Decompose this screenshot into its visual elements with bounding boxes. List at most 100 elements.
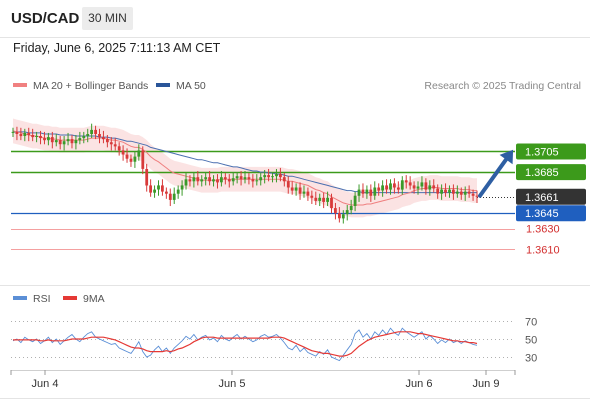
- ma50-line: [13, 131, 477, 194]
- candle-body: [341, 214, 345, 219]
- candle-body: [448, 189, 451, 193]
- candle-body: [137, 150, 141, 157]
- candle-body: [125, 154, 129, 159]
- candle-body: [188, 179, 192, 182]
- legend-9ma-label: 9MA: [83, 293, 105, 305]
- candle-body: [306, 191, 310, 196]
- datetime-label: Friday, June 6, 2025 7:11:13 AM CET: [13, 41, 221, 55]
- rsi-series-rsi: [12, 327, 478, 362]
- timeframe-button[interactable]: 30 MIN: [82, 7, 133, 30]
- header-divider: [0, 37, 590, 38]
- candle-body: [326, 197, 329, 202]
- rsi-series-9ma: [13, 331, 478, 357]
- rsi-tick-70: 70: [525, 317, 537, 329]
- candle-body: [98, 134, 101, 138]
- candle-body: [157, 185, 160, 190]
- candle-body: [94, 129, 97, 134]
- candle-body: [86, 134, 90, 137]
- candle-body: [353, 195, 357, 206]
- candle-body: [271, 176, 274, 178]
- candle-body: [168, 193, 172, 200]
- level-label-1-3645: 1.3645: [525, 208, 559, 220]
- candle-body: [408, 182, 412, 186]
- candle-body: [239, 176, 243, 180]
- candle-body: [184, 179, 188, 186]
- candle-body: [404, 180, 408, 183]
- candle-body: [180, 185, 184, 190]
- x-tick-label: Jun 6: [406, 378, 433, 390]
- candle-body: [397, 187, 400, 190]
- candle-body: [455, 191, 459, 194]
- level-label-1-3610: 1.3610: [526, 244, 560, 256]
- candle-body: [471, 193, 475, 196]
- candle-body: [133, 156, 137, 162]
- candle-body: [153, 189, 156, 193]
- candle-body: [255, 180, 259, 182]
- candle-body: [113, 144, 117, 147]
- panel-divider: [0, 285, 590, 286]
- candle-body: [161, 185, 164, 192]
- x-tick-label: Jun 5: [219, 378, 246, 390]
- level-tag-1-3661: [516, 188, 586, 205]
- candle-body: [259, 177, 263, 181]
- x-tick-label: Jun 4: [32, 378, 59, 390]
- candle-body: [310, 195, 314, 198]
- candle-body: [70, 139, 74, 144]
- candle-body: [27, 132, 31, 135]
- candle-body: [31, 135, 35, 138]
- legend-rsi-label: RSI: [33, 293, 51, 305]
- research-credit: Research © 2025 Trading Central: [424, 80, 581, 92]
- level-label-1-3630: 1.3630: [526, 224, 560, 236]
- candle-body: [275, 174, 278, 177]
- candle-body: [106, 139, 109, 143]
- candle-body: [192, 177, 196, 182]
- candle-body: [463, 191, 467, 195]
- candle-body: [11, 131, 15, 133]
- bottom-border: [0, 398, 590, 399]
- candle-body: [279, 174, 282, 178]
- candle-body: [282, 177, 286, 182]
- candle-body: [440, 189, 443, 194]
- candle-body: [117, 146, 121, 151]
- candle-body: [35, 136, 38, 137]
- symbol-title: USD/CAD: [11, 10, 80, 27]
- candle-body: [338, 213, 341, 219]
- candle-body: [90, 129, 93, 134]
- level-tag-1-3645: [516, 205, 586, 222]
- candle-body: [251, 179, 255, 182]
- candle-body: [235, 176, 239, 179]
- legend-rsi-swatch: [13, 296, 27, 301]
- candle-body: [54, 140, 58, 143]
- candle-body: [220, 177, 223, 183]
- candle-body: [82, 136, 86, 139]
- candle-body: [102, 137, 105, 140]
- candle-body: [424, 182, 428, 190]
- candle-body: [420, 182, 424, 187]
- candle-body: [200, 179, 204, 182]
- candle-body: [412, 185, 416, 189]
- candle-body: [39, 136, 42, 139]
- candle-body: [129, 158, 133, 162]
- candle-body: [444, 189, 447, 193]
- rsi-tick-30: 30: [525, 353, 537, 365]
- forecast-arrow-head: [499, 149, 514, 165]
- legend-ma20-label: MA 20 + Bollinger Bands: [33, 80, 149, 92]
- candle-body: [385, 185, 388, 190]
- legend-9ma: 9MA: [63, 293, 105, 305]
- candle-body: [227, 179, 231, 182]
- legend-ma20-swatch: [13, 83, 27, 88]
- legend-9ma-swatch: [63, 296, 77, 301]
- candle-body: [247, 177, 251, 180]
- candle-body: [216, 179, 219, 183]
- candle-body: [334, 208, 337, 214]
- candle-body: [400, 180, 404, 190]
- rsi-tick-50: 50: [525, 335, 537, 347]
- candle-body: [377, 187, 381, 191]
- level-label-1-3685: 1.3685: [525, 167, 559, 179]
- candle-body: [432, 185, 436, 189]
- level-label-1-3705: 1.3705: [525, 147, 559, 159]
- level-label-1-3661: 1.3661: [525, 192, 559, 204]
- candle-body: [66, 139, 70, 142]
- candle-body: [345, 210, 349, 215]
